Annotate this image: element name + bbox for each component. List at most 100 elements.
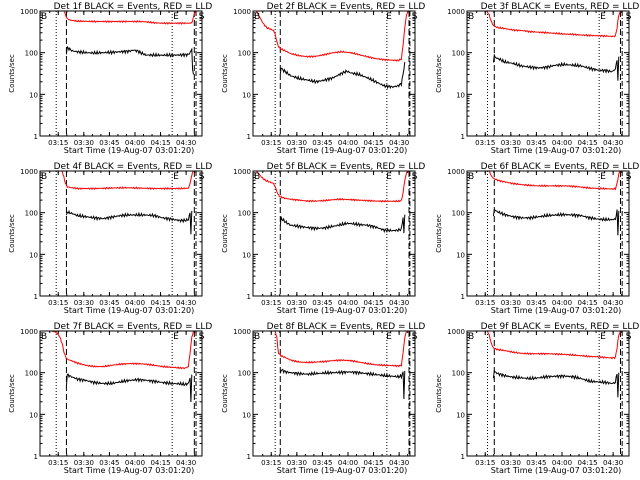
y-tick-label: 1000	[447, 168, 465, 176]
x-tick-label: 04:15	[150, 299, 170, 307]
y-tick-label: 1	[247, 453, 251, 461]
x-tick-label: 03:15	[261, 459, 281, 467]
interval-marker-label: B	[254, 172, 260, 182]
x-tick-label: 03:30	[501, 139, 521, 147]
plot-frame	[466, 330, 630, 457]
lld-series-line	[51, 331, 194, 370]
interval-marker-label: E	[600, 12, 606, 22]
x-tick-label: 03:45	[312, 139, 332, 147]
y-tick-label: 1	[247, 293, 251, 301]
x-tick-label: 03:45	[526, 139, 546, 147]
y-tick-label: 10	[29, 91, 38, 99]
interval-marker-label: E	[173, 12, 179, 22]
interval-marker-label: B	[468, 172, 474, 182]
x-tick-label: 04:15	[363, 459, 383, 467]
events-series-line	[279, 214, 406, 234]
plot-frame	[466, 170, 630, 297]
y-tick-label: 100	[452, 370, 465, 378]
y-tick-label: 100	[452, 210, 465, 218]
y-tick-label: 1	[34, 293, 38, 301]
x-tick-label: 04:15	[577, 299, 597, 307]
panel-title: Det 4f BLACK = Events, RED = LLD	[54, 162, 213, 172]
interval-marker-label: S	[412, 332, 418, 342]
x-tick-label: 04:30	[603, 299, 623, 307]
x-axis-label: Start Time (19-Aug-07 03:01:20)	[64, 466, 195, 475]
x-axis-label: Start Time (19-Aug-07 03:01:20)	[64, 306, 195, 315]
x-tick-label: 03:45	[312, 459, 332, 467]
events-series-line	[65, 209, 193, 235]
lld-series-line	[488, 171, 621, 191]
interval-marker-label: S	[412, 12, 418, 22]
x-axis-label: Start Time (19-Aug-07 03:01:20)	[277, 146, 408, 155]
plot-frame	[252, 10, 416, 137]
x-tick-label: 04:00	[552, 459, 572, 467]
x-tick-label: 03:30	[287, 299, 307, 307]
y-tick-label: 1000	[233, 328, 251, 336]
events-series-line	[65, 373, 193, 403]
y-tick-label: 100	[238, 370, 251, 378]
y-tick-label: 10	[242, 91, 251, 99]
events-series-line	[492, 209, 620, 236]
detector-panel: Det 5f BLACK = Events, RED = LLD Counts/s…	[221, 162, 425, 315]
interval-marker-label: S	[412, 172, 418, 182]
x-tick-label: 04:00	[552, 299, 572, 307]
y-axis-label: Counts/sec	[221, 214, 229, 253]
y-tick-label: 10	[242, 251, 251, 259]
panel-title: Det 8f BLACK = Events, RED = LLD	[267, 322, 426, 332]
interval-marker-label: S	[626, 332, 632, 342]
x-tick-label: 04:30	[176, 459, 196, 467]
y-tick-label: 100	[452, 50, 465, 58]
interval-marker-label: E	[173, 172, 179, 182]
x-tick-label: 04:00	[125, 139, 145, 147]
x-tick-label: 04:15	[363, 139, 383, 147]
x-tick-label: 03:45	[99, 139, 119, 147]
y-tick-label: 100	[238, 210, 251, 218]
y-axis-label: Counts/sec	[8, 54, 16, 93]
x-tick-label: 03:45	[312, 299, 332, 307]
x-tick-label: 04:30	[389, 139, 409, 147]
y-tick-label: 100	[238, 50, 251, 58]
interval-marker-label: E	[386, 172, 392, 182]
y-tick-label: 1	[247, 133, 251, 141]
x-tick-label: 04:30	[603, 139, 623, 147]
interval-marker-label: S	[199, 12, 205, 22]
x-axis-label: Start Time (19-Aug-07 03:01:20)	[64, 146, 195, 155]
y-tick-label: 100	[25, 210, 38, 218]
detector-panel: Det 7f BLACK = Events, RED = LLD Counts/s…	[8, 322, 212, 475]
panel-title: Det 1f BLACK = Events, RED = LLD	[54, 2, 213, 12]
y-axis-label: Counts/sec	[221, 54, 229, 93]
y-tick-label: 1	[34, 133, 38, 141]
y-tick-label: 1	[461, 453, 465, 461]
x-tick-label: 04:15	[363, 299, 383, 307]
y-axis-label: Counts/sec	[435, 214, 443, 253]
x-tick-label: 03:15	[261, 139, 281, 147]
y-tick-label: 1000	[447, 8, 465, 16]
x-tick-label: 04:30	[389, 299, 409, 307]
x-tick-label: 04:30	[389, 459, 409, 467]
x-tick-label: 04:30	[176, 299, 196, 307]
interval-marker-label: B	[254, 12, 260, 22]
plot-frame	[39, 330, 203, 457]
interval-marker-label: B	[41, 332, 47, 342]
panel-title: Det 3f BLACK = Events, RED = LLD	[481, 2, 640, 12]
y-tick-label: 1	[461, 133, 465, 141]
x-tick-label: 03:30	[501, 299, 521, 307]
plot-area	[256, 11, 411, 136]
y-tick-label: 1000	[20, 328, 38, 336]
x-axis-label: Start Time (19-Aug-07 03:01:20)	[277, 466, 408, 475]
y-tick-label: 1000	[447, 328, 465, 336]
detector-panel: Det 4f BLACK = Events, RED = LLD Counts/s…	[8, 162, 212, 315]
x-tick-label: 03:30	[287, 139, 307, 147]
detector-panel: Det 2f BLACK = Events, RED = LLD Counts/s…	[221, 2, 425, 155]
x-tick-label: 04:00	[338, 459, 358, 467]
y-axis-label: Counts/sec	[435, 374, 443, 413]
y-tick-label: 10	[242, 411, 251, 419]
detector-panel: Det 1f BLACK = Events, RED = LLD Counts/s…	[8, 2, 212, 155]
y-tick-label: 100	[25, 370, 38, 378]
interval-marker-label: E	[173, 332, 179, 342]
plot-area	[55, 171, 197, 296]
y-tick-label: 1	[34, 453, 38, 461]
plot-frame	[39, 10, 203, 137]
plot-frame	[252, 330, 416, 457]
x-tick-label: 03:15	[475, 139, 495, 147]
